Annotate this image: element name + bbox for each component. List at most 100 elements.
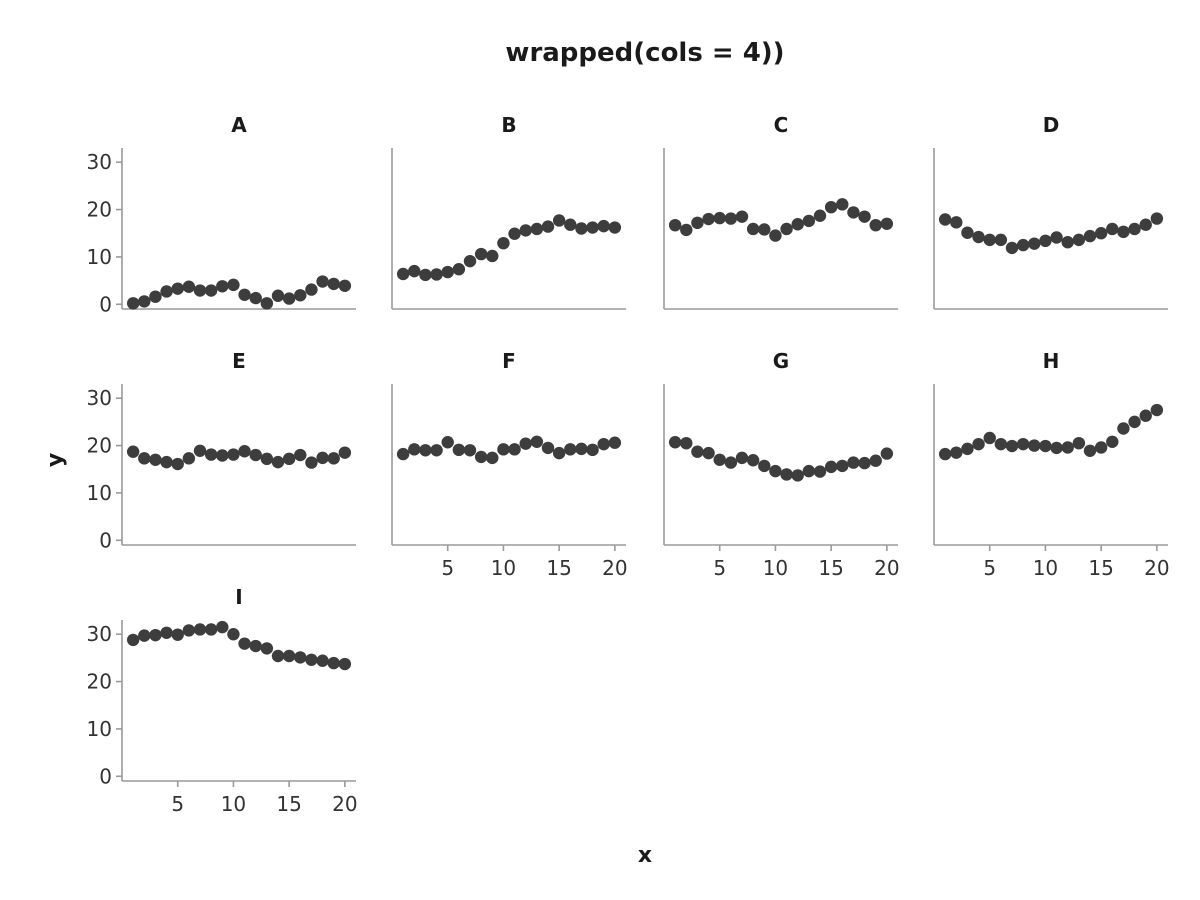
data-point — [1072, 436, 1086, 450]
data-point — [1005, 241, 1019, 255]
data-point — [327, 452, 340, 465]
data-point — [204, 448, 218, 461]
data-point — [608, 221, 622, 234]
data-point — [238, 288, 251, 301]
data-point — [305, 456, 318, 469]
data-point — [204, 623, 218, 636]
data-point — [1139, 218, 1152, 231]
data-point — [193, 284, 207, 297]
data-point — [713, 211, 726, 225]
data-point — [1139, 409, 1152, 422]
data-point — [294, 448, 307, 462]
data-point — [171, 628, 184, 641]
data-point — [1128, 222, 1141, 236]
data-point — [171, 457, 184, 471]
data-point — [408, 443, 421, 456]
data-point — [880, 447, 894, 460]
data-point — [758, 459, 771, 473]
x-tick-label: 5 — [441, 556, 454, 580]
data-point — [836, 459, 849, 473]
data-point — [713, 453, 726, 466]
x-tick-label: 5 — [713, 556, 726, 580]
data-point — [552, 214, 566, 227]
data-point — [575, 442, 588, 456]
data-point — [608, 436, 622, 449]
data-point — [271, 289, 285, 302]
data-point — [193, 623, 207, 636]
x-tick-label: 10 — [763, 556, 788, 580]
data-point — [983, 431, 996, 445]
data-point — [680, 436, 693, 450]
data-point — [508, 227, 521, 240]
x-tick-label: 15 — [546, 556, 571, 580]
data-point — [249, 291, 262, 305]
y-tick-label: 0 — [99, 528, 112, 552]
x-tick-label: 5 — [983, 556, 996, 580]
data-point — [305, 653, 318, 666]
data-point — [1050, 441, 1063, 455]
x-tick-label: 10 — [1033, 556, 1058, 580]
data-point — [126, 445, 140, 458]
data-point — [802, 464, 816, 478]
data-point — [564, 443, 577, 456]
x-tick-label: 5 — [171, 792, 184, 816]
data-point — [1016, 437, 1030, 451]
y-tick-label: 20 — [87, 198, 112, 222]
x-axis-label: x — [638, 843, 652, 868]
x-tick-label: 15 — [1088, 556, 1113, 580]
data-point — [282, 649, 296, 663]
facet-label: G — [773, 349, 789, 373]
data-point — [824, 460, 838, 474]
chart-title: wrapped(cols = 4)) — [505, 38, 784, 68]
data-point — [668, 436, 682, 449]
data-point — [160, 285, 173, 298]
data-point — [227, 448, 240, 461]
data-point — [260, 297, 274, 310]
data-point — [858, 456, 871, 470]
y-axis-label: y — [43, 453, 68, 467]
data-point — [691, 445, 704, 458]
data-point — [1061, 441, 1074, 454]
data-point — [802, 214, 816, 228]
y-tick-label: 10 — [87, 717, 112, 741]
data-point — [138, 629, 151, 642]
data-point — [813, 465, 827, 478]
data-point — [950, 216, 963, 229]
data-point — [530, 435, 544, 448]
data-point — [338, 279, 352, 292]
data-point — [1106, 435, 1119, 448]
data-point — [597, 437, 610, 451]
data-point — [338, 657, 352, 671]
data-point — [227, 628, 240, 641]
data-point — [294, 651, 307, 664]
data-point — [724, 456, 738, 469]
data-point — [994, 233, 1008, 247]
data-point — [586, 221, 599, 234]
data-point — [316, 275, 329, 288]
data-point — [1072, 233, 1086, 247]
data-point — [880, 217, 894, 230]
data-point — [1150, 403, 1164, 417]
data-point — [486, 249, 499, 263]
data-point — [680, 223, 693, 237]
data-point — [1117, 225, 1130, 239]
data-point — [271, 455, 285, 469]
data-point — [735, 451, 749, 465]
data-point — [758, 223, 771, 236]
data-point — [396, 267, 410, 281]
y-tick-label: 30 — [87, 386, 112, 410]
data-point — [519, 437, 532, 450]
data-point — [847, 206, 860, 219]
facet-label: C — [774, 113, 789, 137]
data-point — [869, 454, 882, 467]
data-point — [519, 224, 532, 237]
data-point — [452, 443, 466, 457]
facet-label: F — [502, 349, 516, 373]
data-point — [474, 450, 488, 464]
y-tick-label: 0 — [99, 292, 112, 316]
data-point — [691, 216, 704, 230]
facet-label: H — [1043, 349, 1060, 373]
data-point — [1028, 439, 1041, 452]
y-tick-label: 10 — [87, 481, 112, 505]
